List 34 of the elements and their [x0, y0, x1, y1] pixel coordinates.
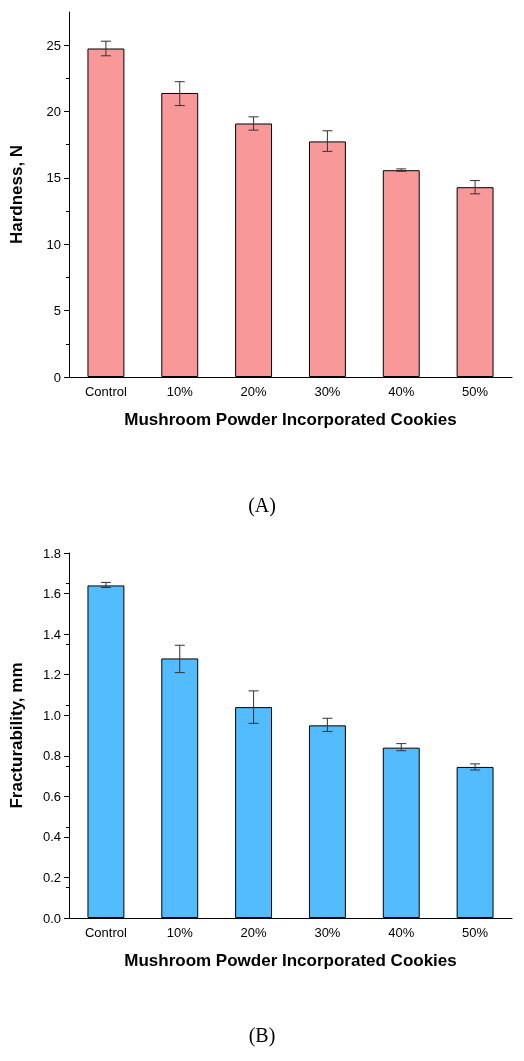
y-tick-label: 20 [46, 104, 61, 120]
y-tick-label: 0.4 [42, 829, 61, 845]
y-tick-label: 25 [46, 37, 61, 53]
x-tick-label: 30% [314, 384, 341, 399]
y-tick-label: 0.6 [42, 788, 61, 804]
y-tick-label: 1.0 [42, 707, 61, 723]
y-tick-label: 0.0 [42, 910, 61, 926]
x-tick-label: Control [84, 384, 127, 399]
x-tick-label: 20% [240, 384, 268, 399]
x-tick-label: Control [84, 925, 127, 940]
x-tick-label: 10% [166, 384, 194, 399]
x-tick-label: 40% [388, 925, 415, 940]
text: (B) [248, 1024, 276, 1047]
x-axis-title: Mushroom Powder Incorporated Cookies [124, 951, 457, 970]
x-tick-label: 40% [388, 384, 415, 399]
y-tick-label: 1.6 [42, 586, 61, 602]
y-tick-label: 10 [46, 236, 61, 252]
y-axis-title: Hardness, N [7, 144, 26, 245]
y-tick-label: 5 [53, 303, 61, 319]
y-tick-label: 0 [53, 369, 61, 385]
x-tick-label: 10% [166, 925, 194, 940]
y-tick-label: 1.4 [42, 626, 61, 642]
text: (A) [248, 494, 276, 517]
x-axis-title: Mushroom Powder Incorporated Cookies [124, 410, 457, 429]
y-tick-label: 1.2 [42, 667, 61, 683]
y-tick-label: 0.2 [42, 869, 61, 885]
y-tick-label: 15 [46, 170, 61, 186]
x-tick-label: 30% [314, 925, 341, 940]
y-tick-label: 1.8 [42, 545, 61, 561]
x-tick-label: 50% [462, 925, 489, 940]
y-axis-title: Fracturability, mm [7, 662, 26, 809]
x-tick-label: 20% [240, 925, 268, 940]
x-tick-label: 50% [462, 384, 489, 399]
y-tick-label: 0.8 [42, 748, 61, 764]
